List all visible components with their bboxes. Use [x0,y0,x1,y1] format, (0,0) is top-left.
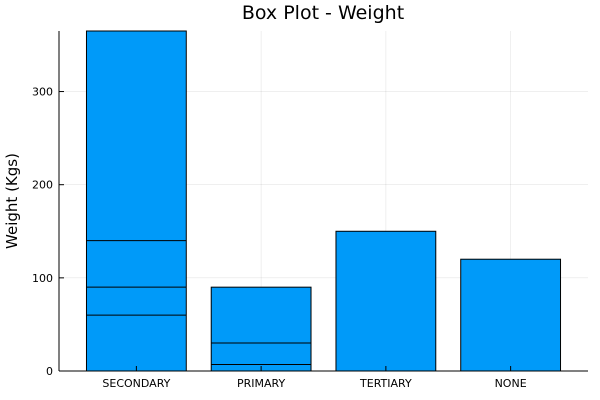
y-tick-label: 300 [32,86,53,99]
y-tick-label: 100 [32,272,53,285]
x-tick-label: NONE [495,377,527,390]
bar-tertiary [335,230,437,372]
x-tick-label: TERTIARY [359,377,412,390]
bars-group [85,30,562,372]
x-tick-label: SECONDARY [102,377,170,390]
y-tick-label: 200 [32,179,53,192]
bar-none [460,258,562,372]
x-tick-label: PRIMARY [237,377,285,390]
tick-labels-group: 0 100 200 300 SECONDARY PRIMARY TERTIARY NONE [32,86,527,390]
bar-secondary [85,30,187,372]
y-axis-label: Weight (Kgs) [3,153,21,249]
chart-title: Box Plot - Weight [242,2,404,24]
bar-primary [210,286,312,372]
axes-group [58,31,588,372]
y-tick-label: 0 [46,365,53,378]
